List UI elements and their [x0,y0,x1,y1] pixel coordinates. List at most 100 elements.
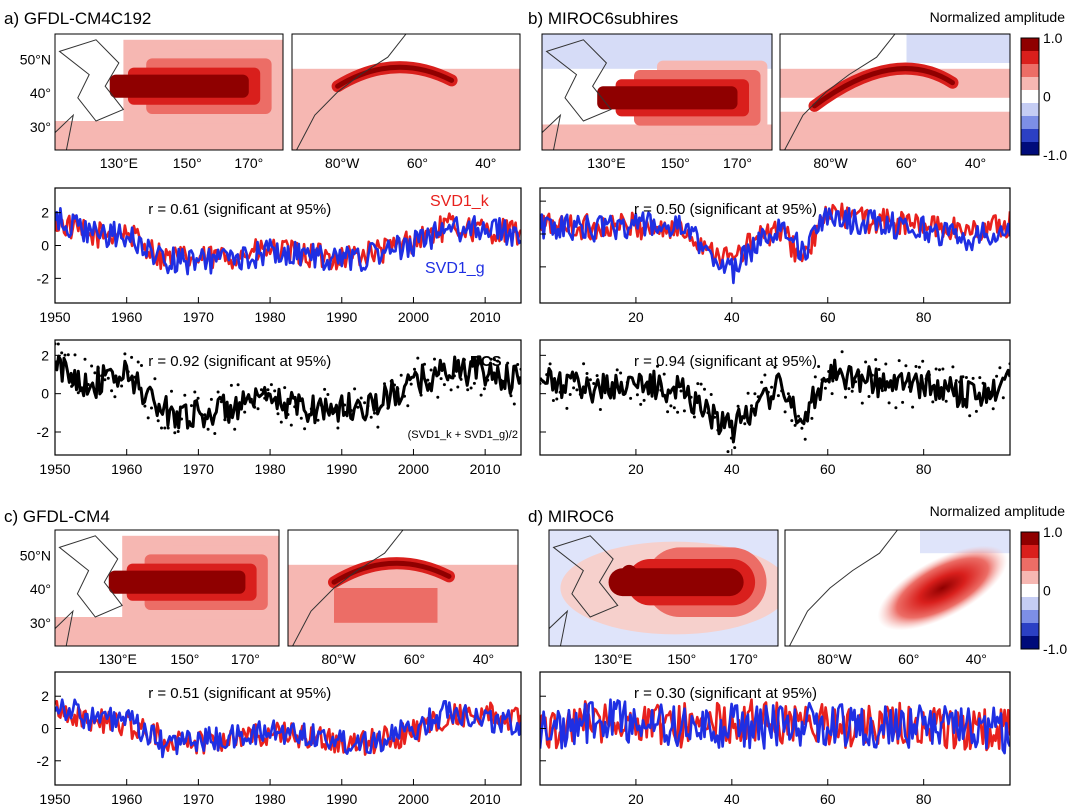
colorbar-swatch [1021,77,1039,91]
coastline-asia [549,609,569,646]
series-dot-bcs [263,396,267,400]
series-dot-bcs [476,363,480,367]
series-dot-bcs [136,360,140,364]
x-tick-label: 1990 [326,461,357,477]
series-dot-bcs [379,405,383,409]
map-xtick-label: 130°E [594,651,632,667]
colorbar-tick-label: 1.0 [1043,30,1063,46]
series-dot-bcs [968,414,972,418]
series-dot-bcs [96,366,100,370]
series-dot-bcs [489,357,493,361]
series-dot-bcs [958,380,962,384]
series-dot-bcs [981,381,985,385]
series-dot-bcs [897,359,901,363]
series-dot-bcs [911,405,915,409]
series-dot-bcs [296,399,300,403]
series-dot-bcs [429,368,433,372]
chart-frame [539,339,1011,456]
chart-frame [539,187,1011,304]
map-xtick-label: 130°E [100,155,138,171]
map-lat-label: 30° [30,119,51,135]
x-tick-label: 1950 [39,461,70,477]
correlation-label: r = 0.92 (significant at 95%) [148,353,331,370]
map-xtick-label: 130°E [99,651,137,667]
coastline-japan [552,535,619,618]
series-dot-bcs [686,386,690,390]
series-dot-bcs [588,378,592,382]
series-dot-bcs [423,362,426,366]
series-line-svd1_g [55,207,521,276]
series-dot-bcs [516,363,520,366]
series-dot-bcs [482,387,486,391]
series-dot-bcs [562,384,565,388]
chart-c-svd: 2 0 -2 1950 1960 1970 1980 1990 2000 2010 r = 0.51… [37,671,522,807]
series-dot-bcs [696,382,700,386]
series-dot-bcs [575,388,579,392]
colorbar-swatch [1021,571,1039,585]
anomaly-area-south [55,121,147,150]
series-dot-bcs [216,390,220,394]
series-dot-bcs [948,383,952,387]
series-dot-bcs [236,383,240,387]
series-dot-bcs [592,382,596,385]
series-dot-bcs [817,365,821,368]
x-tick-label: 2010 [470,461,501,477]
series-dot-bcs [783,410,787,414]
series-dot-bcs [229,383,233,387]
colorbar-swatch [1021,90,1039,104]
colorbar-swatch [1021,584,1039,598]
coastline-japan [58,39,125,122]
x-tick-label: 1970 [183,309,214,325]
series-dot-bcs [709,393,713,396]
series-dot-bcs [213,432,217,435]
series-dot-bcs [760,380,764,384]
series-dot-bcs [293,405,297,409]
series-dot-bcs [190,404,193,408]
series-dot-bcs [793,423,797,427]
series-dot-bcs [486,378,490,382]
anomaly-gap [780,97,1010,112]
legend-svd1-g: SVD1_g [425,260,485,277]
colorbar-top: 1.0 0 -1.0 [1020,30,1067,163]
series-dot-bcs [246,396,250,400]
series-dot-bcs [456,385,460,389]
series-dot-bcs [729,436,733,440]
x-tick-label: 2000 [398,791,429,807]
series-dot-bcs [797,414,800,418]
series-dot-bcs [123,352,127,356]
series-dot-bcs [103,378,107,382]
series-dot-bcs [83,357,87,361]
series-dot-bcs [810,416,814,420]
y-tick-label: 0 [41,386,49,402]
series-dot-bcs [373,411,376,415]
series-dot-bcs [63,353,67,357]
series-dot-bcs [595,374,599,378]
series-dot-bcs [393,383,396,387]
series-dot-bcs [770,385,774,389]
series-dot-bcs [833,376,837,380]
colorbar-swatch [1021,623,1039,637]
series-dot-bcs [363,401,367,405]
series-dot-bcs [479,393,483,397]
series-dot-bcs [140,364,143,367]
map-xtick-label: 80°W [325,155,360,171]
series-line-svd1_g [55,698,521,759]
series-dot-bcs [813,375,817,379]
series-dot-bcs [73,353,77,357]
map-b-atlantic: 80°W 60° 40° [779,33,1011,171]
series-dot-bcs [396,387,400,391]
series-dot-bcs [854,380,858,384]
map-frame [541,33,773,151]
legend-bcs-formula: (SVD1_k + SVD1_g)/2 [408,429,518,441]
series-dot-bcs [349,409,353,412]
anomaly-core [334,588,438,623]
series-dot-bcs [780,389,784,393]
map-frame [54,529,280,647]
series-dot-bcs [156,419,160,423]
series-dot-bcs [283,386,287,390]
series-dot-bcs [329,407,333,411]
series-dot-bcs [904,364,908,368]
series-dot-bcs [333,407,337,411]
series-dot-bcs [449,388,453,392]
